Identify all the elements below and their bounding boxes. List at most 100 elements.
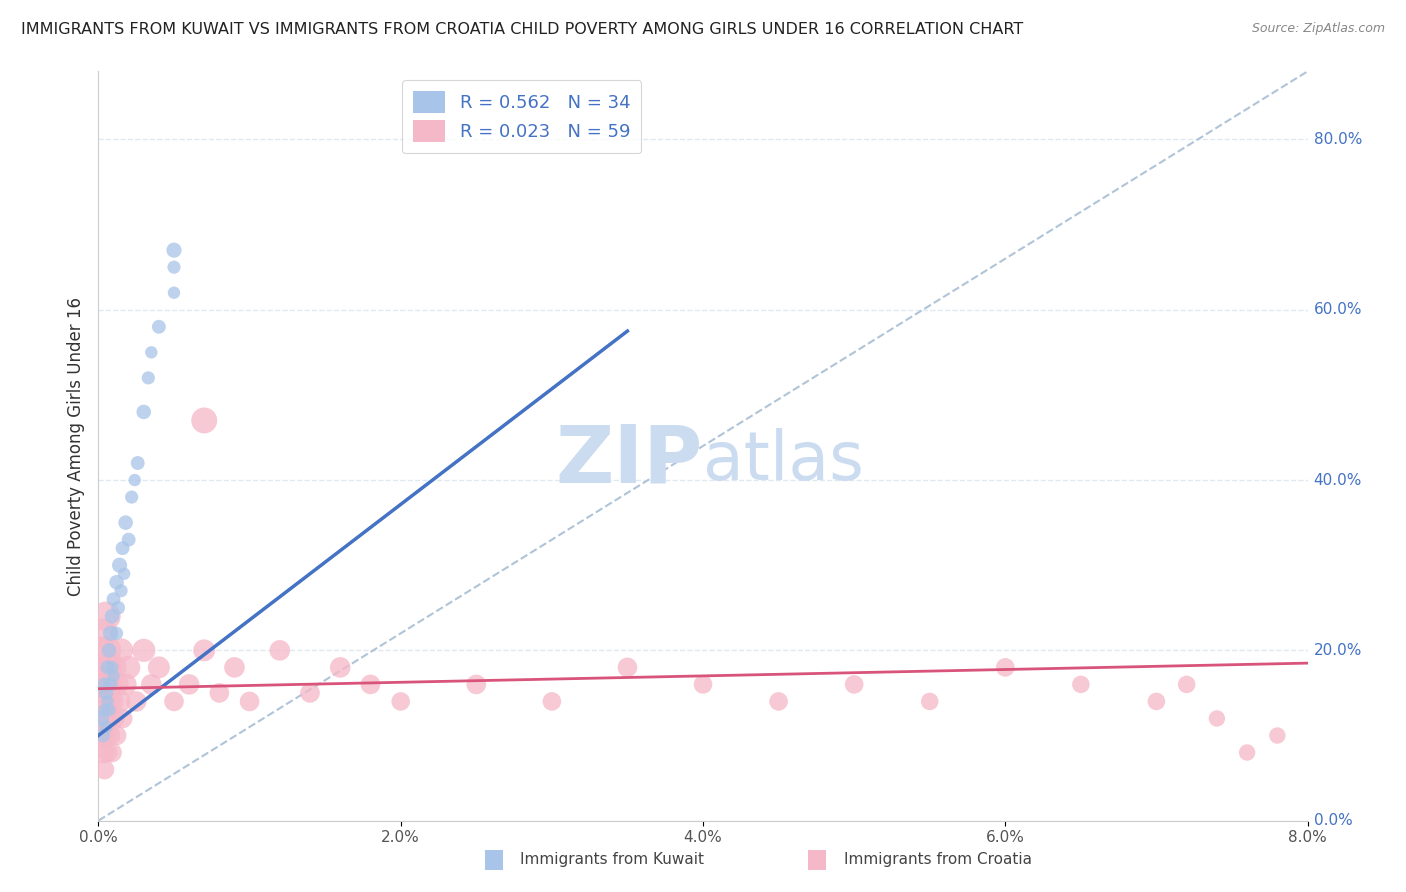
Point [91,746,114,760]
Point [108,558,131,573]
Point [163,260,186,275]
Point [1267,729,1289,743]
Text: 0.0%: 0.0% [1313,814,1353,828]
Point [121,490,143,504]
Point [90,711,112,725]
Point [112,566,135,581]
Point [111,711,134,725]
Point [93,660,115,674]
Point [93,711,115,725]
Point [239,694,262,708]
Point [1236,746,1258,760]
Point [93,763,115,777]
Point [103,592,125,607]
Point [148,660,170,674]
Point [100,729,122,743]
Text: Source: ZipAtlas.com: Source: ZipAtlas.com [1251,22,1385,36]
Point [108,694,131,708]
Point [389,694,412,708]
Point [163,285,186,300]
Point [96,694,118,708]
Point [91,694,114,708]
Point [105,729,128,743]
Point [844,677,866,691]
Point [224,660,246,674]
Point [127,456,149,470]
Legend: R = 0.562   N = 34, R = 0.023   N = 59: R = 0.562 N = 34, R = 0.023 N = 59 [402,80,641,153]
Point [1206,711,1229,725]
Point [163,243,186,257]
Point [299,686,322,700]
Point [100,626,122,640]
Point [141,677,163,691]
Point [1146,694,1168,708]
Point [101,609,124,624]
Point [125,694,148,708]
Point [96,746,118,760]
Text: ZIP: ZIP [555,422,703,500]
Point [994,660,1017,674]
Point [94,686,117,700]
Point [96,643,118,657]
Point [105,677,128,691]
Point [94,677,117,691]
Point [107,600,129,615]
Y-axis label: Child Poverty Among Girls Under 16: Child Poverty Among Girls Under 16 [66,296,84,596]
Point [616,660,638,674]
Point [136,371,159,385]
Point [193,413,215,427]
Text: 20.0%: 20.0% [1313,643,1362,657]
Point [141,345,163,359]
Point [96,694,118,708]
Point [101,694,124,708]
Point [98,660,121,674]
Point [540,694,562,708]
Point [101,660,124,674]
Point [100,677,122,691]
Point [103,711,125,725]
Text: Immigrants from Croatia: Immigrants from Croatia [844,853,1032,867]
Point [360,677,382,691]
Point [105,575,128,590]
Point [465,677,488,691]
Point [91,729,114,743]
Point [93,677,115,691]
Point [132,643,155,657]
Point [269,643,291,657]
Point [101,746,124,760]
Point [90,729,112,743]
Point [94,729,117,743]
Point [124,473,146,487]
Point [110,583,132,598]
Point [118,660,141,674]
Point [110,643,132,657]
Point [98,703,121,717]
Point [163,694,186,708]
Point [111,541,134,556]
Point [98,711,121,725]
Text: 60.0%: 60.0% [1313,302,1362,318]
Point [918,694,941,708]
Text: 80.0%: 80.0% [1313,132,1362,147]
Text: Immigrants from Kuwait: Immigrants from Kuwait [520,853,704,867]
Point [90,643,112,657]
Point [329,660,352,674]
Point [208,686,231,700]
Point [94,720,117,734]
Point [96,660,118,674]
Point [1175,677,1198,691]
Point [692,677,714,691]
Point [114,516,136,530]
Point [1070,677,1092,691]
Point [91,626,114,640]
Point [179,677,201,691]
Point [93,703,115,717]
Point [100,677,122,691]
Point [768,694,790,708]
Point [148,319,170,334]
Text: 40.0%: 40.0% [1313,473,1362,488]
Text: IMMIGRANTS FROM KUWAIT VS IMMIGRANTS FROM CROATIA CHILD POVERTY AMONG GIRLS UNDE: IMMIGRANTS FROM KUWAIT VS IMMIGRANTS FRO… [21,22,1024,37]
Point [98,643,121,657]
Point [193,643,215,657]
Point [94,609,117,624]
